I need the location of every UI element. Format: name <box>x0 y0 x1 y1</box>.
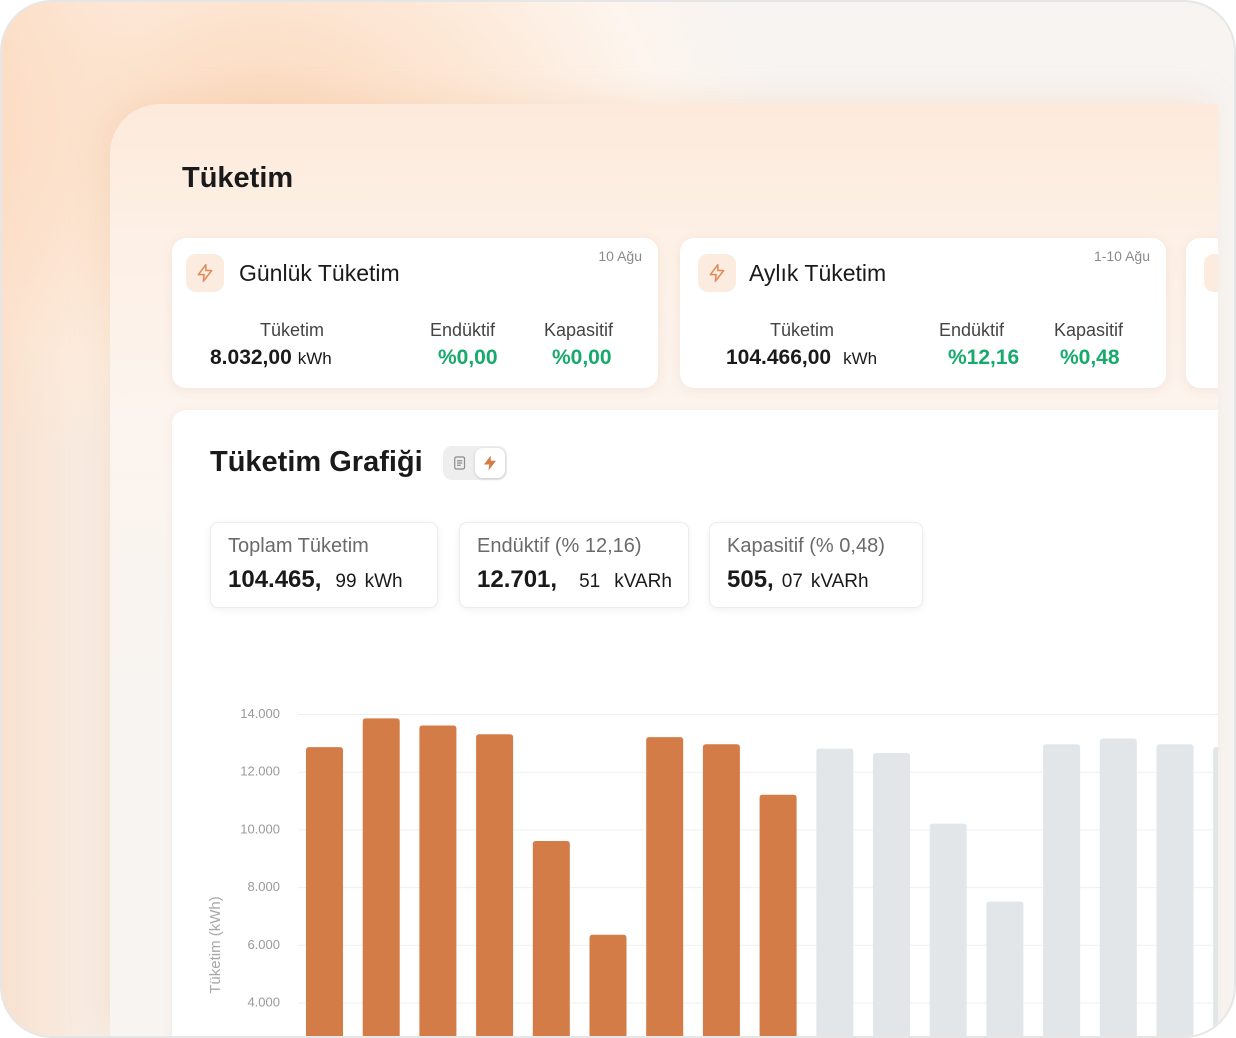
capacitive-label: Kapasitif <box>1054 320 1124 340</box>
third-card-partial[interactable] <box>1186 238 1218 388</box>
bar-pending[interactable] <box>1099 738 1137 1038</box>
inductive-value: %0,00 <box>438 346 498 369</box>
bolt-icon <box>698 254 736 292</box>
consumption-unit: kWh <box>297 349 332 368</box>
consumption-value: 104.466,00 kWh <box>726 346 877 370</box>
card-title: Günlük Tüketim <box>239 260 400 286</box>
bar-actual[interactable] <box>646 737 684 1038</box>
capacitive-value: %0,48 <box>1060 346 1120 369</box>
bar-pending[interactable] <box>929 823 967 1038</box>
capacitive-value: %0,00 <box>552 346 612 369</box>
bolt-toggle-option[interactable] <box>475 448 505 478</box>
bolt-icon <box>484 455 496 471</box>
bar-actual[interactable] <box>419 725 457 1038</box>
bar-actual[interactable] <box>362 718 400 1038</box>
y-axis-label: Tüketim (kWh) <box>207 896 224 994</box>
document-icon <box>454 456 466 470</box>
bar-actual[interactable] <box>702 744 740 1038</box>
stat-decimal: 51 <box>579 571 601 592</box>
capacitive-label: Kapasitif <box>544 320 614 340</box>
consumption-label: Tüketim <box>260 320 325 340</box>
bar-actual[interactable] <box>476 734 514 1038</box>
stat-value: 505, 07 kVARh <box>727 566 869 594</box>
bar-actual[interactable] <box>759 794 797 1038</box>
capacitive-stat: Kapasitif (% 0,48) 505, 07 kVARh <box>709 522 923 608</box>
total-consumption-stat: Toplam Tüketim 104.465, 99 kWh <box>210 522 438 608</box>
consumption-bar-chart: 14.000 12.000 10.000 8.000 6.000 4.000 Tüketim… <box>207 706 1218 1038</box>
app-window: Tüketim Günlük Tüketim 10 Ağu Tüketim 8.… <box>110 104 1218 1038</box>
bar-pending[interactable] <box>986 901 1024 1038</box>
bolt-icon <box>1204 254 1218 292</box>
stat-label: Endüktif (% 12,16) <box>477 535 642 557</box>
page-title: Tüketim <box>182 162 294 194</box>
chart-type-toggle[interactable] <box>443 446 507 480</box>
y-tick-label: 12.000 <box>240 764 280 779</box>
consumption-unit: kWh <box>843 349 878 368</box>
daily-consumption-card[interactable]: Günlük Tüketim 10 Ağu Tüketim 8.032,00 kW… <box>172 238 658 388</box>
bar-actual[interactable] <box>532 840 570 1038</box>
stat-label: Toplam Tüketim <box>228 535 369 557</box>
bar-pending[interactable] <box>873 752 910 1038</box>
inductive-label: Endüktif <box>430 320 496 340</box>
y-tick-label: 4.000 <box>247 995 280 1010</box>
y-tick-label: 8.000 <box>247 879 280 894</box>
y-tick-label: 10.000 <box>240 821 280 836</box>
consumption-value: 8.032,00 kWh <box>210 346 332 370</box>
y-tick-label: 6.000 <box>247 937 280 952</box>
stat-value: 12.701, 51 kVARh <box>477 566 672 594</box>
bar-actual[interactable] <box>306 747 343 1038</box>
inductive-value: %12,16 <box>948 346 1020 369</box>
stat-decimal: 99 <box>335 571 357 592</box>
inductive-label: Endüktif <box>939 320 1005 340</box>
stat-integer: 104.465, <box>228 566 322 593</box>
consumption-number: 104.466,00 <box>726 346 832 369</box>
bar-pending[interactable] <box>1156 744 1194 1038</box>
card-date: 10 Ağu <box>598 248 642 264</box>
chart-title: Tüketim Grafiği <box>210 446 423 478</box>
stat-integer: 12.701, <box>477 566 558 593</box>
consumption-chart-panel: Tüketim Grafiği Toplam Tüketim 104.465, 9… <box>172 410 1218 1038</box>
bar-pending[interactable] <box>1213 747 1218 1038</box>
consumption-number: 8.032,00 <box>210 346 292 369</box>
stat-label: Kapasitif (% 0,48) <box>727 535 885 557</box>
stat-unit: kVARh <box>614 571 672 592</box>
stat-unit: kVARh <box>810 571 869 592</box>
inductive-stat: Endüktif (% 12,16) 12.701, 51 kVARh <box>459 522 689 608</box>
consumption-label: Tüketim <box>770 320 835 340</box>
document-toggle-option[interactable] <box>445 448 475 478</box>
card-title: Aylık Tüketim <box>749 260 887 286</box>
stat-decimal: 07 <box>781 571 803 592</box>
stat-unit: kWh <box>364 571 403 592</box>
bar-pending[interactable] <box>1043 744 1081 1038</box>
y-tick-label: 14.000 <box>240 706 280 721</box>
bolt-icon <box>186 254 224 292</box>
bar-actual[interactable] <box>589 934 627 1038</box>
bar-pending[interactable] <box>816 748 854 1038</box>
monthly-consumption-card[interactable]: Aylık Tüketim 1-10 Ağu Tüketim 104.466,0… <box>680 238 1166 388</box>
stat-integer: 505, <box>727 566 774 593</box>
card-date: 1-10 Ağu <box>1093 248 1150 264</box>
stat-value: 104.465, 99 kWh <box>228 566 403 594</box>
